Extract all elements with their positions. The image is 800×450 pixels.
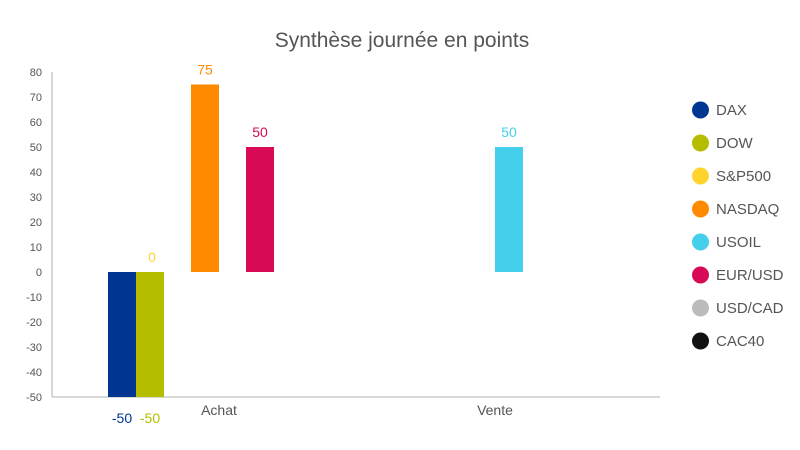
chart-title: Synthèse journée en points <box>275 29 530 52</box>
y-tick-label: -40 <box>26 367 42 379</box>
legend-marker <box>692 266 709 284</box>
chart-bars: Achat -50 -50 0 75 50 Vente 50 <box>108 62 523 426</box>
legend-marker <box>692 167 709 185</box>
legend-marker <box>692 101 709 119</box>
legend-label: EUR/USD <box>716 267 784 284</box>
legend-marker <box>692 200 709 218</box>
y-tick-label: 40 <box>30 167 42 179</box>
data-label-s-p500-achat: 0 <box>148 249 156 265</box>
bar-usoil-vente <box>495 147 523 272</box>
legend-item-dax[interactable]: DAX <box>692 101 747 120</box>
y-tick-label: 30 <box>30 192 42 204</box>
y-tick-label: 0 <box>36 267 42 279</box>
data-label-eur-usd-achat: 50 <box>252 124 268 140</box>
legend-marker <box>692 233 709 251</box>
data-label-dax-achat: -50 <box>112 410 132 426</box>
y-tick-label: 50 <box>30 142 42 154</box>
legend-item-s-p500[interactable]: S&P500 <box>692 167 771 186</box>
legend-item-eur-usd[interactable]: EUR/USD <box>692 266 784 285</box>
data-label-dow-achat: -50 <box>140 410 160 426</box>
y-tick-label: 70 <box>30 92 42 104</box>
legend-label: S&P500 <box>716 168 771 185</box>
legend-label: CAC40 <box>716 333 764 350</box>
x-category-label: Achat <box>201 402 237 418</box>
y-tick-label: -10 <box>26 292 42 304</box>
legend-label: DOW <box>716 135 754 152</box>
legend-item-cac40[interactable]: CAC40 <box>692 332 764 351</box>
y-tick-label: 60 <box>30 117 42 129</box>
legend-marker <box>692 134 709 152</box>
legend-label: USOIL <box>716 234 761 251</box>
y-tick-label: 10 <box>30 242 42 254</box>
y-tick-label: 20 <box>30 217 42 229</box>
data-label-usoil-vente: 50 <box>501 124 517 140</box>
legend-item-usoil[interactable]: USOIL <box>692 233 761 252</box>
chart-legend: DAX DOW S&P500 NASDAQ USOIL EUR/USD USD/CAD CAC… <box>692 101 784 351</box>
bar-dow-achat <box>136 272 164 397</box>
legend-label: USD/CAD <box>716 300 784 317</box>
legend-label: NASDAQ <box>716 201 779 218</box>
legend-marker <box>692 332 709 350</box>
bar-eur-usd-achat <box>246 147 274 272</box>
y-tick-label: -20 <box>26 317 42 329</box>
legend-item-dow[interactable]: DOW <box>692 134 754 153</box>
data-label-nasdaq-achat: 75 <box>197 62 213 78</box>
legend-marker <box>692 299 709 317</box>
bar-nasdaq-achat <box>191 84 219 272</box>
legend-label: DAX <box>716 102 747 119</box>
legend-item-nasdaq[interactable]: NASDAQ <box>692 200 779 219</box>
legend-item-usd-cad[interactable]: USD/CAD <box>692 299 784 318</box>
y-tick-label: -50 <box>26 392 42 404</box>
x-category-label: Vente <box>477 402 513 418</box>
bar-dax-achat <box>108 272 136 397</box>
y-tick-label: -30 <box>26 342 42 354</box>
y-tick-label: 80 <box>30 67 42 79</box>
